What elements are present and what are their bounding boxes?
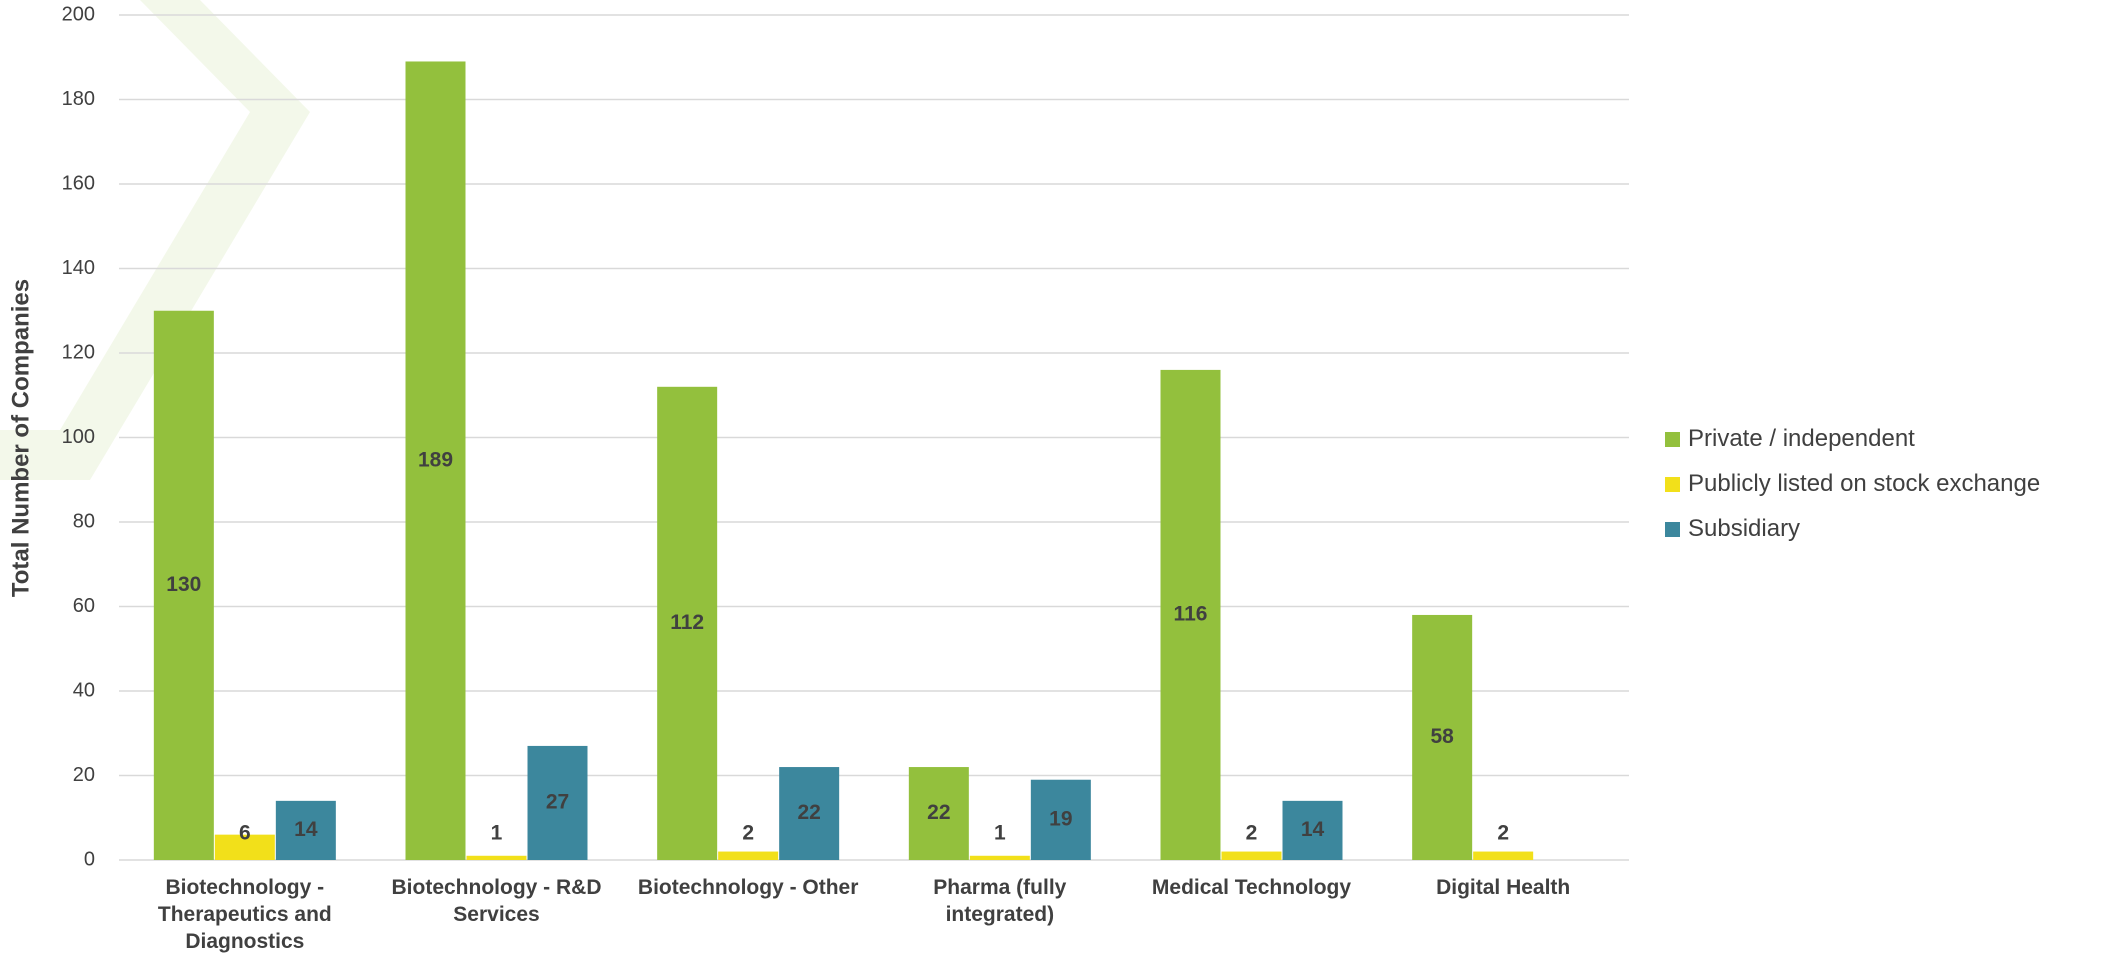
legend-item: Subsidiary [1665, 515, 1800, 543]
bar [527, 745, 588, 860]
x-tick-label: Pharma (fully integrated) [933, 876, 1067, 926]
bar [657, 386, 718, 860]
data-label: 6 [239, 822, 251, 845]
data-label: 189 [418, 448, 453, 471]
y-tick-label: 140 [62, 257, 95, 279]
data-label: 116 [1174, 602, 1208, 625]
bar [908, 767, 969, 860]
legend-swatch [1665, 521, 1680, 537]
bar [1160, 369, 1221, 860]
bar [1282, 800, 1343, 860]
y-tick-label: 40 [73, 679, 95, 701]
legend-swatch [1665, 476, 1680, 492]
y-tick-label: 20 [73, 764, 95, 786]
x-tick-label: Biotechnology - Other [637, 876, 859, 899]
bar [969, 855, 1030, 860]
legend-label: Private / independent [1688, 425, 1915, 452]
data-label: 22 [927, 801, 950, 824]
data-label: 14 [294, 818, 318, 841]
y-tick-label: 120 [62, 341, 95, 363]
data-label: 2 [1497, 822, 1509, 845]
legend-item: Publicly listed on stock exchange [1665, 470, 2040, 498]
y-tick-label: 200 [62, 3, 95, 25]
y-tick-label: 100 [62, 426, 95, 448]
y-tick-label: 180 [62, 88, 95, 110]
legend-label: Subsidiary [1688, 515, 1801, 542]
bar [1030, 779, 1091, 860]
y-axis-label: Total Number of Companies [7, 279, 34, 597]
bar [153, 310, 214, 860]
x-tick-label: Digital Health [1436, 876, 1571, 899]
data-label: 2 [742, 822, 754, 845]
bar [405, 61, 466, 861]
data-label: 130 [166, 573, 201, 596]
y-tick-label: 0 [84, 848, 95, 870]
x-tick-label: Medical Technology [1151, 876, 1352, 899]
bar [1221, 851, 1282, 860]
data-label: 19 [1049, 807, 1072, 830]
x-tick-label: Biotechnology - Therapeutics and Diagnos… [157, 876, 332, 953]
bar [466, 855, 527, 860]
data-label: 1 [491, 822, 503, 845]
y-tick-label: 60 [73, 595, 95, 617]
bar [214, 834, 275, 860]
data-label: 2 [1246, 822, 1258, 845]
data-label: 22 [797, 801, 820, 824]
x-tick-label: Biotechnology - R&D Services [391, 876, 602, 926]
bar [275, 800, 336, 860]
data-label: 112 [670, 611, 704, 634]
legend-item: Private / independent [1665, 425, 1915, 453]
y-tick-label: 160 [62, 172, 95, 194]
bar [718, 851, 779, 860]
watermark [0, 0, 310, 480]
bar [1412, 614, 1473, 860]
data-label: 58 [1430, 725, 1454, 748]
data-label: 27 [546, 791, 569, 814]
bar [779, 767, 840, 860]
data-label: 14 [1301, 818, 1325, 841]
y-tick-label: 80 [73, 510, 95, 532]
legend-label: Publicly listed on stock exchange [1688, 470, 2041, 497]
bar [1473, 851, 1534, 860]
data-label: 1 [994, 822, 1006, 845]
legend-swatch [1665, 431, 1680, 447]
